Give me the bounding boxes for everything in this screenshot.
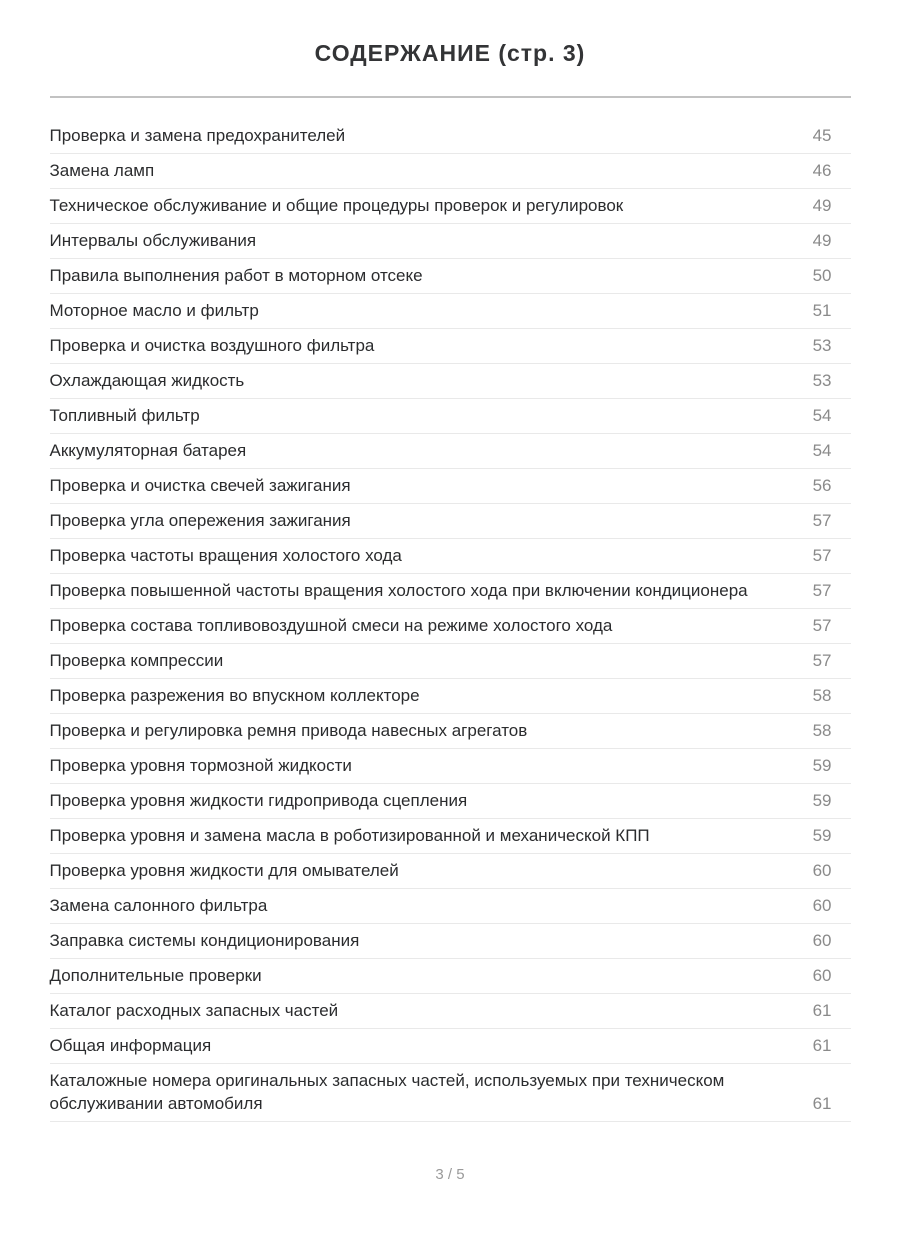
toc-entry-page: 57 (812, 546, 832, 565)
toc-entry-page: 60 (812, 931, 832, 950)
toc-entry-label: Проверка состава топливовоздушной смеси … (49, 616, 613, 635)
toc-entry: Проверка уровня и замена масла в роботиз… (49, 819, 851, 854)
toc-entry-page: 53 (812, 336, 832, 355)
toc-entry-page: 57 (812, 616, 832, 635)
toc-entry-page: 56 (812, 476, 832, 495)
toc-entry-page: 59 (812, 756, 832, 775)
toc-entry: Проверка и очистка воздушного фильтра 53 (49, 329, 851, 364)
toc-entry: Проверка компрессии 57 (49, 644, 851, 679)
toc-entry-page: 50 (812, 266, 832, 285)
toc-entry: Проверка угла опережения зажигания 57 (49, 504, 851, 539)
toc-entry: Правила выполнения работ в моторном отсе… (49, 259, 851, 294)
toc-entry-label: Замена салонного фильтра (49, 896, 268, 915)
toc-entry-page: 51 (812, 301, 832, 320)
toc-entry-label: Проверка и регулировка ремня привода нав… (49, 721, 528, 740)
page-indicator: 3 / 5 (435, 1166, 465, 1183)
toc-entry: Проверка уровня жидкости гидропривода сц… (49, 784, 851, 819)
toc-entry-page: 60 (812, 896, 832, 915)
toc-entry-page: 45 (812, 126, 832, 145)
toc-entry-page: 54 (812, 441, 832, 460)
toc-page: СОДЕРЖАНИЕ (стр. 3) Проверка и замена пр… (49, 40, 851, 1183)
toc-entry-label: Охлаждающая жидкость (49, 371, 245, 390)
toc-entry-page: 61 (812, 1094, 832, 1113)
toc-entry-label: Замена ламп (49, 161, 155, 180)
toc-entry: Замена ламп 46 (49, 154, 851, 189)
toc-list: Проверка и замена предохранителей 45 Замен… (49, 119, 851, 1122)
toc-entry: Каталог расходных запасных частей 61 (49, 994, 851, 1029)
toc-entry: Проверка повышенной частоты вращения хол… (49, 574, 851, 609)
toc-entry-label: Общая информация (49, 1036, 212, 1055)
title-divider (49, 96, 851, 98)
toc-entry-page: 60 (812, 861, 832, 880)
toc-entry-page: 61 (812, 1001, 832, 1020)
toc-entry-page: 57 (812, 581, 832, 600)
toc-entry-label: Проверка уровня тормозной жидкости (49, 756, 352, 775)
toc-entry-label: Проверка уровня жидкости для омывателей (49, 861, 399, 880)
toc-entry: Проверка разрежения во впускном коллекто… (49, 679, 851, 714)
toc-entry-page: 57 (812, 511, 832, 530)
toc-entry-label: Проверка частоты вращения холостого хода (49, 546, 402, 565)
toc-entry: Интервалы обслуживания 49 (49, 224, 851, 259)
toc-entry: Аккумуляторная батарея 54 (49, 434, 851, 469)
toc-entry-page: 59 (812, 826, 832, 845)
toc-entry: Заправка системы кондиционирования 60 (49, 924, 851, 959)
toc-entry-page: 46 (812, 161, 832, 180)
toc-entry: Проверка и очистка свечей зажигания 56 (49, 469, 851, 504)
toc-entry-page: 61 (812, 1036, 832, 1055)
toc-entry-label: Аккумуляторная батарея (49, 441, 247, 460)
toc-entry-label: Интервалы обслуживания (49, 231, 257, 250)
toc-entry-label: Проверка угла опережения зажигания (49, 511, 351, 530)
toc-entry-page: 54 (812, 406, 832, 425)
toc-entry-page: 53 (812, 371, 832, 390)
toc-entry-label: Проверка уровня и замена масла в роботиз… (49, 826, 650, 845)
toc-entry: Проверка и регулировка ремня привода нав… (49, 714, 851, 749)
toc-entry-page: 58 (812, 686, 832, 705)
toc-entry-page: 58 (812, 721, 832, 740)
toc-entry-page: 49 (812, 231, 832, 250)
toc-entry-label: Моторное масло и фильтр (49, 301, 259, 320)
toc-entry-label: Проверка уровня жидкости гидропривода сц… (49, 791, 468, 810)
toc-entry-page: 57 (812, 651, 832, 670)
toc-entry: Проверка частоты вращения холостого хода… (49, 539, 851, 574)
toc-entry: Каталожные номера оригинальных запасных … (49, 1064, 851, 1122)
toc-entry-page: 49 (812, 196, 832, 215)
toc-entry-label: Проверка компрессии (49, 651, 224, 670)
toc-entry: Техническое обслуживание и общие процеду… (49, 189, 851, 224)
toc-entry: Проверка уровня тормозной жидкости 59 (49, 749, 851, 784)
toc-entry-label: Проверка разрежения во впускном коллекто… (49, 686, 420, 705)
toc-entry: Проверка уровня жидкости для омывателей 6… (49, 854, 851, 889)
toc-entry-label: Дополнительные проверки (49, 966, 262, 985)
toc-entry-page: 60 (812, 966, 832, 985)
toc-entry: Общая информация 61 (49, 1029, 851, 1064)
toc-entry-label: Топливный фильтр (49, 406, 200, 425)
toc-entry: Проверка и замена предохранителей 45 (49, 119, 851, 154)
toc-entry: Топливный фильтр 54 (49, 399, 851, 434)
toc-entry-label: Каталог расходных запасных частей (49, 1001, 339, 1020)
toc-entry-label: Правила выполнения работ в моторном отсе… (49, 266, 423, 285)
toc-entry-label: Проверка повышенной частоты вращения хол… (49, 581, 748, 600)
toc-entry-label: Проверка и очистка свечей зажигания (49, 476, 351, 495)
toc-entry-label: Проверка и замена предохранителей (49, 126, 346, 145)
toc-entry-label: Техническое обслуживание и общие процеду… (49, 196, 624, 215)
toc-entry: Проверка состава топливовоздушной смеси … (49, 609, 851, 644)
toc-entry: Охлаждающая жидкость 53 (49, 364, 851, 399)
toc-entry-label: Проверка и очистка воздушного фильтра (49, 336, 375, 355)
toc-entry: Дополнительные проверки 60 (49, 959, 851, 994)
toc-entry-label: Заправка системы кондиционирования (49, 931, 360, 950)
toc-entry-page: 59 (812, 791, 832, 810)
toc-entry: Моторное масло и фильтр 51 (49, 294, 851, 329)
toc-entry: Замена салонного фильтра 60 (49, 889, 851, 924)
toc-entry-label: Каталожные номера оригинальных запасных … (49, 1071, 725, 1113)
page-title: СОДЕРЖАНИЕ (стр. 3) (314, 40, 586, 66)
